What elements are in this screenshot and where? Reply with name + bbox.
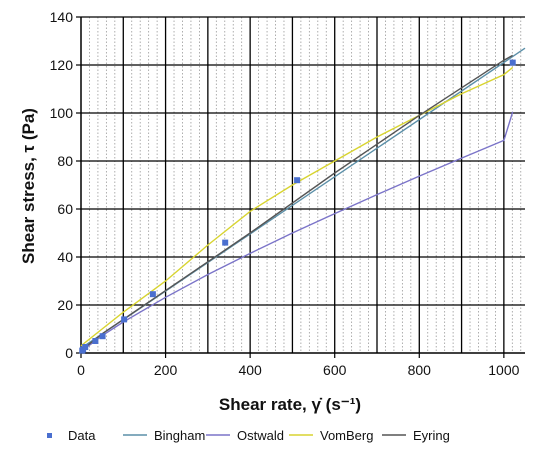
legend-label-data: Data [68, 428, 96, 443]
y-tick-label: 100 [50, 105, 74, 121]
series-points [79, 59, 516, 354]
legend: Data Bingham Ostwald VomBerg Eyring [47, 428, 450, 443]
series-line-ostwald [80, 111, 514, 354]
axes [76, 16, 525, 358]
data-point [92, 338, 99, 344]
minor-grid [89, 17, 522, 353]
data-point [99, 333, 106, 340]
data-point [149, 291, 156, 298]
data-point [509, 59, 516, 66]
tick-labels: 0 200 400 600 800 1000 0 20 40 60 80 100 120 140 [50, 9, 520, 378]
x-tick-label: 200 [154, 362, 178, 378]
x-tick-label: 600 [323, 362, 347, 378]
y-tick-label: 80 [57, 153, 73, 169]
legend-label-vomberg: VomBerg [320, 428, 373, 443]
y-tick-label: 120 [50, 57, 74, 73]
data-point [294, 177, 301, 184]
x-axis-title: Shear rate, γ̇ (s⁻¹) [219, 395, 361, 414]
x-tick-label: 1000 [488, 362, 519, 378]
legend-label-eyring: Eyring [413, 428, 450, 443]
series-line-eyring [80, 54, 514, 352]
legend-label-ostwald: Ostwald [237, 428, 284, 443]
data-point [222, 239, 229, 246]
y-tick-label: 60 [57, 201, 73, 217]
y-axis-title: Shear stress, τ (Pa) [19, 108, 38, 264]
y-tick-label: 40 [57, 249, 73, 265]
legend-swatch-data [47, 433, 52, 438]
legend-label-bingham: Bingham [154, 428, 205, 443]
y-tick-label: 0 [65, 345, 73, 361]
x-tick-label: 0 [77, 362, 85, 378]
y-tick-label: 20 [57, 297, 73, 313]
x-tick-label: 800 [408, 362, 432, 378]
data-point [121, 316, 128, 323]
y-tick-label: 140 [50, 9, 74, 25]
data-point [82, 344, 89, 350]
series-lines [80, 47, 526, 354]
major-grid [81, 16, 525, 353]
x-tick-label: 400 [238, 362, 262, 378]
series-line-vomberg [80, 66, 514, 347]
